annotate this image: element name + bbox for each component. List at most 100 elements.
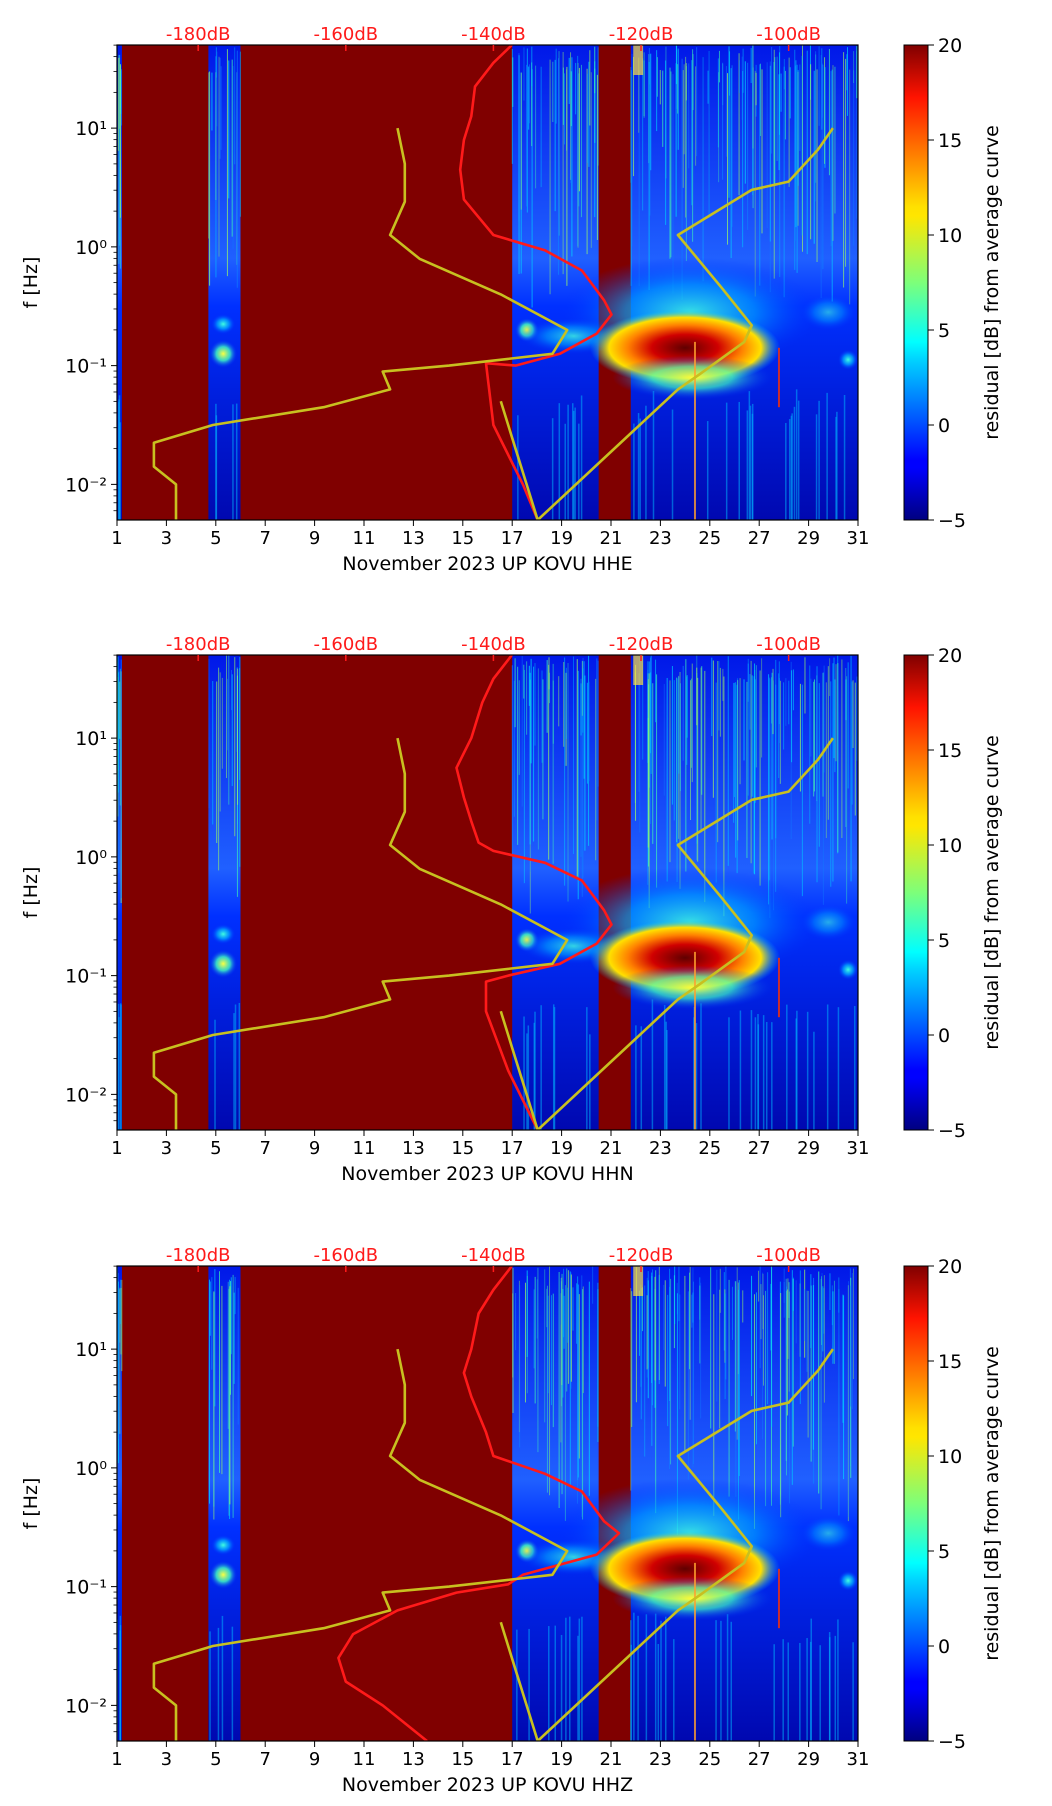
x-tick-label: 17 bbox=[501, 1749, 524, 1770]
x-tick-label: 13 bbox=[402, 528, 425, 549]
data-region-2 bbox=[208, 1266, 241, 1741]
x-tick-label: 15 bbox=[451, 528, 474, 549]
x-tick-label: 31 bbox=[847, 1749, 870, 1770]
x-tick-label: 27 bbox=[748, 1138, 771, 1159]
x-axis-label: November 2023 UP KOVU HHZ bbox=[342, 1774, 633, 1796]
colorbar-tick-label: 5 bbox=[938, 1541, 950, 1563]
noise-model-high bbox=[499, 737, 834, 1130]
top-db-tick-label: -140dB bbox=[461, 1245, 526, 1266]
x-tick-label: 9 bbox=[309, 1138, 320, 1159]
x-tick-label: 7 bbox=[259, 1749, 270, 1770]
data-region-2 bbox=[208, 655, 241, 1130]
top-db-tick-label: -180dB bbox=[166, 24, 231, 45]
top-db-tick-label: -120dB bbox=[609, 1245, 674, 1266]
x-tick-label: 23 bbox=[649, 1138, 672, 1159]
x-tick-label: 9 bbox=[309, 1749, 320, 1770]
top-db-tick-label: -160dB bbox=[313, 24, 378, 45]
x-tick-label: 11 bbox=[353, 1749, 376, 1770]
x-tick-label: 11 bbox=[353, 1138, 376, 1159]
psd-curve bbox=[455, 655, 613, 1130]
colorbar-tick-label: 10 bbox=[938, 225, 962, 247]
y-tick-label: 10⁰ bbox=[75, 847, 107, 869]
x-tick-label: 11 bbox=[353, 528, 376, 549]
microseism-glow bbox=[209, 1560, 238, 1589]
x-tick-label: 17 bbox=[501, 1138, 524, 1159]
colorbar-tick-label: −5 bbox=[938, 510, 966, 532]
psd-curve bbox=[337, 1266, 621, 1741]
x-tick-label: 15 bbox=[451, 1749, 474, 1770]
colorbar-tick-label: 20 bbox=[938, 1256, 962, 1278]
spectrogram-panel-3: 1 3 5 7 9 11 13 15 17 19 21 23 25 27 29 3110⁻²10⁻¹10⁰10… bbox=[20, 1245, 1003, 1796]
data-region-1 bbox=[117, 45, 123, 520]
x-tick-label: 27 bbox=[748, 528, 771, 549]
colorbar-label: residual [dB] from average curve bbox=[981, 125, 1003, 440]
y-axis-label: f [Hz] bbox=[20, 1478, 42, 1530]
y-tick-label: 10¹ bbox=[75, 118, 107, 140]
noise-model-low bbox=[152, 127, 569, 520]
x-tick-label: 29 bbox=[797, 1749, 820, 1770]
y-tick-label: 10⁰ bbox=[75, 237, 107, 259]
x-tick-label: 15 bbox=[451, 1138, 474, 1159]
y-tick-label: 10⁰ bbox=[75, 1458, 107, 1480]
noise-model-high bbox=[499, 1348, 834, 1741]
colorbar-tick-label: 15 bbox=[938, 740, 962, 762]
x-tick-label: 3 bbox=[161, 528, 172, 549]
y-tick-label: 10⁻¹ bbox=[65, 966, 107, 988]
x-tick-label: 21 bbox=[600, 1138, 623, 1159]
colorbar-label: residual [dB] from average curve bbox=[981, 735, 1003, 1050]
y-tick-label: 10⁻² bbox=[65, 1695, 107, 1717]
noise-model-low bbox=[152, 1348, 569, 1741]
x-tick-label: 31 bbox=[847, 1138, 870, 1159]
top-db-tick-label: -180dB bbox=[166, 1245, 231, 1266]
y-tick-label: 10¹ bbox=[75, 728, 107, 750]
x-axis-label: November 2023 UP KOVU HHN bbox=[341, 1163, 633, 1185]
colorbar-tick-label: 15 bbox=[938, 1351, 962, 1373]
x-tick-label: 1 bbox=[111, 1749, 122, 1770]
plot-area bbox=[117, 1266, 858, 1741]
microseism-glow bbox=[209, 339, 238, 368]
psd-curve bbox=[458, 45, 613, 520]
colorbar-tick-label: 0 bbox=[938, 1636, 950, 1658]
noise-model-high bbox=[499, 127, 834, 520]
top-db-tick-label: -180dB bbox=[166, 634, 231, 655]
spectrogram-panel-1: 1 3 5 7 9 11 13 15 17 19 21 23 25 27 29 3110⁻²10⁻¹10⁰10… bbox=[20, 24, 1003, 575]
colorbar-tick-label: 10 bbox=[938, 1446, 962, 1468]
x-tick-label: 25 bbox=[698, 1749, 721, 1770]
colorbar-tick-label: 0 bbox=[938, 1025, 950, 1047]
top-db-tick-label: -100dB bbox=[756, 24, 821, 45]
colorbar-tick-label: 20 bbox=[938, 645, 962, 667]
colorbar-tick-label: 0 bbox=[938, 415, 950, 437]
top-db-tick-label: -160dB bbox=[313, 1245, 378, 1266]
x-tick-label: 5 bbox=[210, 1138, 221, 1159]
x-tick-label: 19 bbox=[550, 1138, 573, 1159]
colorbar-tick-label: 15 bbox=[938, 130, 962, 152]
top-db-tick-label: -160dB bbox=[313, 634, 378, 655]
x-tick-label: 21 bbox=[600, 1749, 623, 1770]
x-tick-label: 5 bbox=[210, 1749, 221, 1770]
x-tick-label: 29 bbox=[797, 528, 820, 549]
colorbar-label: residual [dB] from average curve bbox=[981, 1346, 1003, 1661]
x-tick-label: 21 bbox=[600, 528, 623, 549]
x-tick-label: 19 bbox=[550, 1749, 573, 1770]
x-axis-label: November 2023 UP KOVU HHE bbox=[342, 553, 632, 575]
colorbar-tick-label: −5 bbox=[938, 1120, 966, 1142]
x-tick-label: 23 bbox=[649, 528, 672, 549]
microseism-glow bbox=[209, 949, 238, 978]
data-region-2 bbox=[207, 45, 241, 520]
colorbar-tick-label: 5 bbox=[938, 320, 950, 342]
x-tick-label: 3 bbox=[161, 1138, 172, 1159]
x-tick-label: 3 bbox=[161, 1749, 172, 1770]
x-tick-label: 7 bbox=[259, 528, 270, 549]
y-axis-label: f [Hz] bbox=[20, 257, 42, 309]
y-tick-label: 10⁻² bbox=[65, 474, 107, 496]
top-db-tick-label: -100dB bbox=[756, 1245, 821, 1266]
data-region-3 bbox=[511, 45, 599, 520]
colorbar-tick-label: 10 bbox=[938, 835, 962, 857]
x-tick-label: 27 bbox=[748, 1749, 771, 1770]
x-tick-label: 19 bbox=[550, 528, 573, 549]
top-db-tick-label: -120dB bbox=[609, 24, 674, 45]
y-tick-label: 10¹ bbox=[75, 1339, 107, 1361]
top-db-tick-label: -140dB bbox=[461, 634, 526, 655]
x-tick-label: 31 bbox=[847, 528, 870, 549]
